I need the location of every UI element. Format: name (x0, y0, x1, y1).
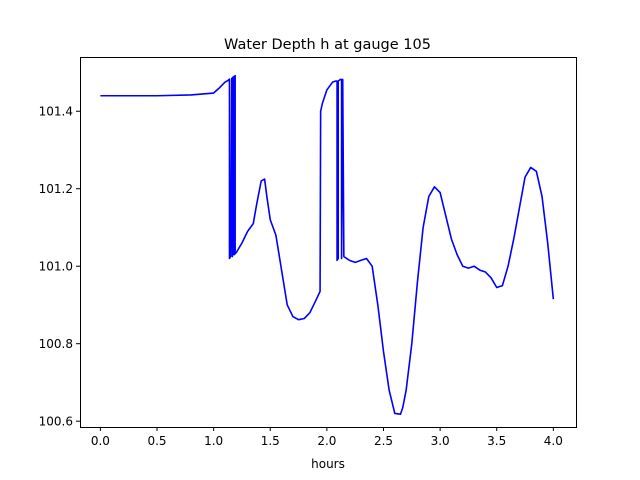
y-tick-label: 101.4 (39, 105, 73, 119)
y-tick-label: 100.6 (39, 415, 73, 429)
series-line-1 (100, 74, 555, 416)
x-axis: 0.0 0.5 1.0 1.5 2.0 2.5 3.0 3.5 4.0 (91, 427, 563, 448)
x-axis-title: hours (311, 457, 345, 471)
x-tick-label: 4.0 (544, 434, 563, 448)
x-tick-label: 3.0 (431, 434, 450, 448)
x-tick-label: 2.0 (317, 434, 336, 448)
y-tick-label: 100.8 (39, 337, 73, 351)
plot-frame (80, 57, 577, 428)
x-tick-label: 1.0 (204, 434, 223, 448)
y-axis: 100.6 100.8 101.0 101.2 101.4 (39, 105, 80, 429)
y-tick-label: 101.2 (39, 182, 73, 196)
y-tick-label: 101.0 (39, 260, 73, 274)
x-tick-label: 3.5 (487, 434, 506, 448)
plot-area (100, 74, 555, 416)
x-tick-label: 2.5 (374, 434, 393, 448)
x-tick-label: 0.0 (91, 434, 110, 448)
chart-title: Water Depth h at gauge 105 (224, 37, 431, 53)
x-tick-label: 0.5 (147, 434, 166, 448)
x-tick-label: 1.5 (261, 434, 280, 448)
